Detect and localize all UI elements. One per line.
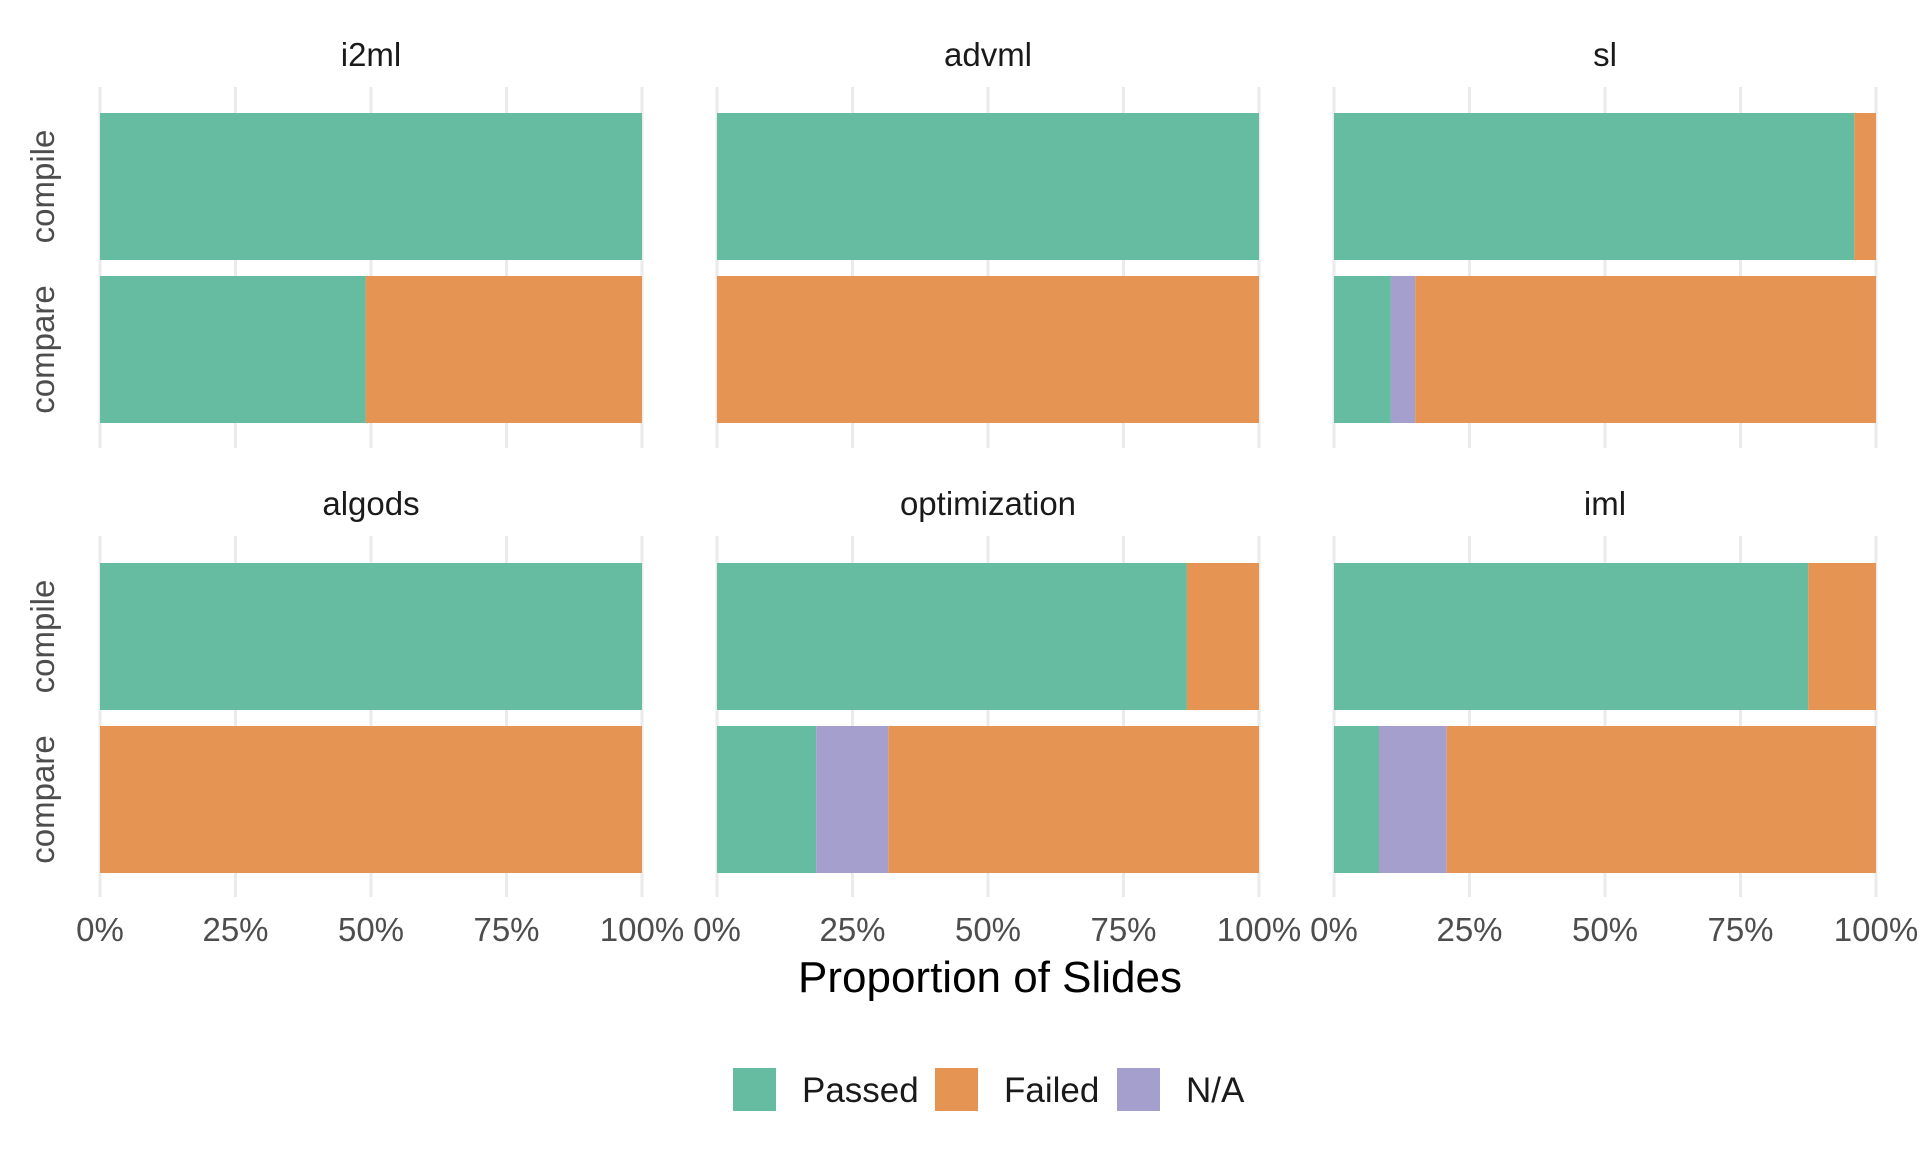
- x-axis-title: Proportion of Slides: [798, 953, 1182, 1002]
- x-tick-label: 25%: [1436, 911, 1502, 948]
- bar-algods-compare-failed: [100, 726, 642, 873]
- x-tick-label: 100%: [600, 911, 684, 948]
- bar-optimization-compile-failed: [1186, 563, 1259, 710]
- bar-iml-compare-na: [1378, 726, 1447, 873]
- bar-iml-compare-passed: [1334, 726, 1379, 873]
- bar-iml-compare-failed: [1446, 726, 1876, 873]
- bar-sl-compare-na: [1390, 276, 1416, 423]
- x-tick-label: 0%: [76, 911, 124, 948]
- x-tick-label: 50%: [338, 911, 404, 948]
- bar-sl-compile-passed: [1334, 113, 1855, 260]
- bar-advml-compare-failed: [717, 276, 1259, 423]
- bar-i2ml-compile-passed: [100, 113, 642, 260]
- facet-title-advml: advml: [944, 36, 1032, 73]
- bar-optimization-compile-passed: [717, 563, 1187, 710]
- bar-optimization-compare-passed: [717, 726, 817, 873]
- x-tick-label: 100%: [1217, 911, 1301, 948]
- bar-i2ml-compare-passed: [100, 276, 366, 423]
- x-tick-label: 0%: [1310, 911, 1358, 948]
- bar-optimization-compare-failed: [888, 726, 1259, 873]
- y-tick-label-compile: compile: [24, 130, 61, 244]
- facet-title-algods: algods: [322, 485, 419, 522]
- bar-iml-compile-passed: [1334, 563, 1809, 710]
- bar-iml-compile-failed: [1808, 563, 1876, 710]
- legend-swatch-failed: [935, 1068, 978, 1111]
- x-tick-label: 50%: [955, 911, 1021, 948]
- bar-optimization-compare-na: [816, 726, 889, 873]
- facet-title-i2ml: i2ml: [341, 36, 402, 73]
- legend-label-failed: Failed: [1004, 1071, 1099, 1110]
- bar-sl-compare-passed: [1334, 276, 1391, 423]
- facet-title-iml: iml: [1584, 485, 1626, 522]
- bar-sl-compile-failed: [1854, 113, 1876, 260]
- legend-label-na: N/A: [1186, 1071, 1245, 1110]
- x-tick-label: 75%: [473, 911, 539, 948]
- legend-label-passed: Passed: [802, 1071, 919, 1110]
- x-tick-label: 0%: [693, 911, 741, 948]
- legend-swatch-na: [1117, 1068, 1160, 1111]
- facet-title-optimization: optimization: [900, 485, 1076, 522]
- x-tick-label: 25%: [819, 911, 885, 948]
- bar-advml-compile-passed: [717, 113, 1259, 260]
- bar-sl-compare-failed: [1415, 276, 1876, 423]
- bar-algods-compile-passed: [100, 563, 642, 710]
- y-tick-label-compile: compile: [24, 580, 61, 694]
- y-tick-label-compare: compare: [24, 285, 61, 413]
- facet-title-sl: sl: [1593, 36, 1617, 73]
- x-tick-label: 100%: [1834, 911, 1918, 948]
- x-tick-label: 25%: [202, 911, 268, 948]
- bar-i2ml-compare-failed: [365, 276, 642, 423]
- y-tick-label-compare: compare: [24, 735, 61, 863]
- x-tick-label: 75%: [1707, 911, 1773, 948]
- x-tick-label: 50%: [1572, 911, 1638, 948]
- legend-swatch-passed: [733, 1068, 776, 1111]
- x-tick-label: 75%: [1090, 911, 1156, 948]
